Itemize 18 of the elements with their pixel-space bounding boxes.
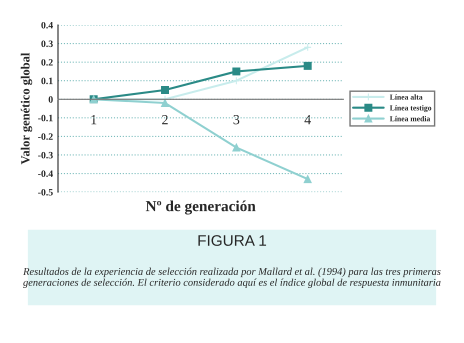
y-axis-title: Valor genético global — [20, 52, 32, 164]
x-tick-label: 3 — [234, 115, 240, 124]
y-tick-label: -0.1 — [38, 114, 53, 122]
y-tick-label: 0.3 — [41, 40, 53, 48]
y-tick-label: 0.2 — [41, 59, 53, 66]
y-tick-label: 0.4 — [41, 22, 53, 29]
y-tick-label: -0.4 — [38, 170, 53, 178]
x-tick-label: 1 — [91, 115, 96, 124]
x-tick-label: 4 — [304, 115, 311, 124]
y-tick-label: -0.3 — [38, 152, 53, 158]
y-tick-label: -0.5 — [38, 188, 53, 196]
y-tick-label: 0 — [48, 96, 53, 103]
text: FIGURA 1 — [198, 235, 266, 246]
y-tick-label: 0.1 — [41, 78, 53, 84]
y-tick-label: -0.2 — [38, 133, 53, 140]
x-axis-title: Nº de generación — [146, 200, 256, 215]
text: Resultados de la experiencia de selección realizada por Mallard et al. (1994) para las tres primeras generaciones de selección. El criterio considerado aquí es el índice global de respuesta inmunitaria — [23, 268, 441, 288]
x-tick-label: 2 — [162, 115, 168, 124]
